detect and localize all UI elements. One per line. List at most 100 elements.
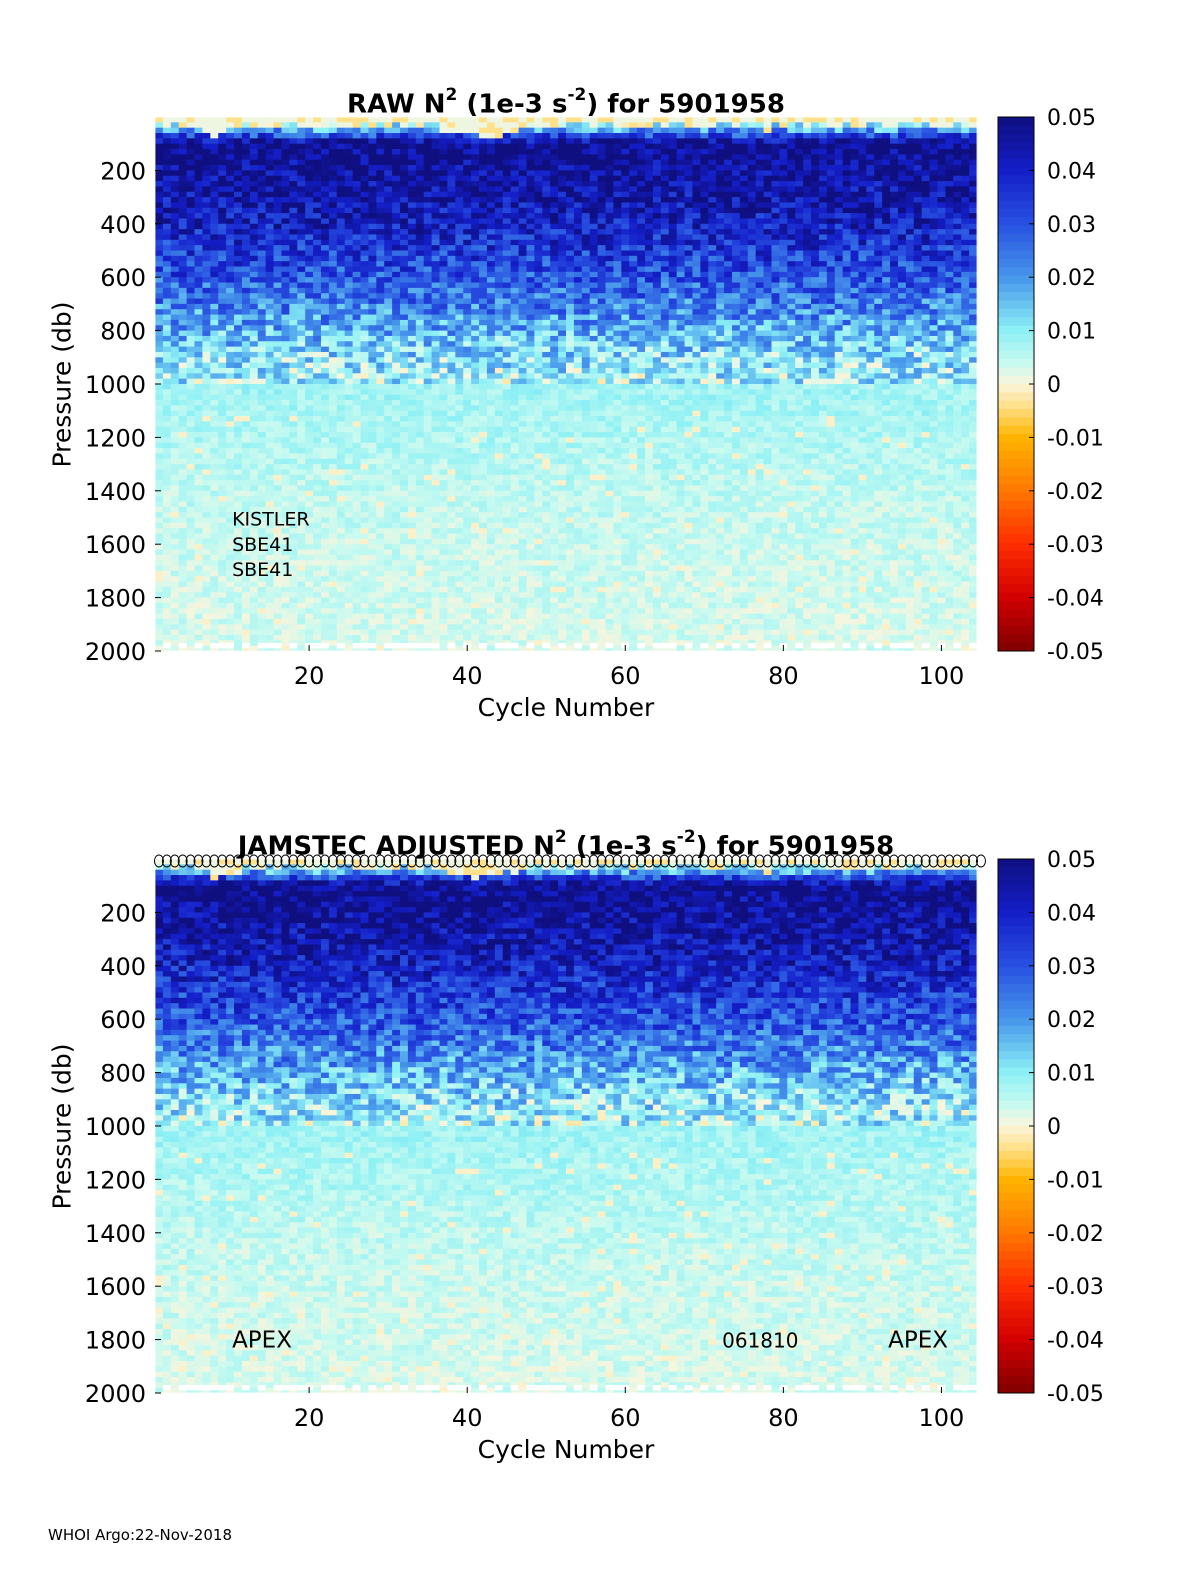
heatmap-cell (249, 223, 259, 230)
heatmap-cell (297, 255, 306, 262)
heatmap-cell (218, 303, 227, 310)
heatmap-cell (376, 245, 385, 251)
heatmap-cell (526, 122, 535, 129)
heatmap-cell (344, 133, 353, 139)
heatmap-cell (518, 261, 527, 267)
heatmap-cell (320, 570, 330, 577)
heatmap-cell (336, 149, 346, 155)
heatmap-cell (510, 293, 519, 299)
heatmap-cell (289, 357, 298, 364)
heatmap-cell (281, 469, 290, 476)
heatmap-cell (218, 458, 227, 465)
heatmap-cell (376, 122, 385, 129)
heatmap-cell (439, 538, 448, 545)
heatmap-cell (241, 533, 251, 540)
heatmap-cell (407, 410, 417, 417)
heatmap-cell (407, 325, 417, 331)
heatmap-cell (407, 506, 417, 513)
heatmap-cell (313, 293, 322, 299)
heatmap-cell (471, 581, 480, 588)
heatmap-cell (510, 538, 519, 545)
heatmap-cell (336, 421, 346, 428)
heatmap-cell (455, 314, 464, 321)
heatmap-cell (281, 271, 290, 278)
heatmap-cell (455, 421, 464, 428)
heatmap-cell (471, 133, 480, 139)
heatmap-cell (241, 629, 251, 636)
heatmap-cell (344, 197, 353, 203)
heatmap-cell (234, 490, 243, 497)
heatmap-cell (542, 255, 551, 262)
heatmap-cell (415, 149, 425, 155)
heatmap-cell (210, 592, 219, 598)
heatmap-cell (352, 335, 361, 342)
heatmap-cell (384, 554, 393, 561)
heatmap-cell (518, 490, 527, 497)
heatmap-cell (352, 213, 361, 219)
heatmap-cell (226, 282, 235, 289)
heatmap-cell (218, 314, 227, 321)
heatmap-cell (234, 303, 243, 310)
heatmap-cell (305, 538, 314, 545)
heatmap-cell (320, 293, 330, 299)
heatmap-cell (407, 432, 417, 438)
heatmap-cell (249, 453, 259, 460)
heatmap-cell (384, 506, 393, 513)
heatmap-cell (257, 634, 267, 641)
heatmap-cell (392, 560, 401, 566)
heatmap-cell (241, 207, 251, 214)
heatmap-cell (170, 367, 180, 374)
heatmap-cell (360, 245, 369, 251)
heatmap-cell (518, 122, 527, 129)
heatmap-cell (336, 362, 346, 369)
heatmap-cell (313, 549, 322, 556)
heatmap-cell (494, 245, 504, 251)
heatmap-cell (392, 405, 401, 412)
heatmap-cell (320, 565, 330, 572)
heatmap-cell (234, 512, 243, 518)
heatmap-cell (400, 175, 409, 182)
heatmap-cell (400, 378, 409, 385)
heatmap-cell (447, 266, 456, 273)
heatmap-cell (344, 538, 353, 545)
heatmap-cell (194, 367, 203, 374)
heatmap-cell (447, 645, 456, 652)
heatmap-cell (162, 496, 172, 502)
heatmap-cell (281, 458, 290, 465)
heatmap-cell (502, 618, 512, 625)
heatmap-cell (320, 634, 330, 641)
heatmap-cell (249, 426, 259, 433)
heatmap-cell (273, 325, 282, 331)
heatmap-cell (257, 202, 267, 209)
heatmap-cell (344, 138, 353, 145)
heatmap-cell (336, 191, 346, 198)
heatmap-cell (273, 181, 282, 187)
heatmap-cell (218, 181, 227, 187)
heatmap-cell (360, 560, 369, 566)
heatmap-cell (155, 335, 164, 342)
heatmap-cell (265, 309, 274, 315)
heatmap-cell (186, 389, 195, 396)
heatmap-cell (257, 325, 267, 331)
heatmap-cell (344, 293, 353, 299)
heatmap-cell (526, 223, 535, 230)
heatmap-cell (313, 645, 322, 652)
heatmap-cell (384, 175, 393, 182)
heatmap-cell (202, 480, 211, 486)
heatmap-cell (336, 512, 346, 518)
heatmap-cell (526, 410, 535, 417)
heatmap-cell (328, 239, 338, 246)
heatmap-cell (155, 618, 164, 625)
heatmap-cell (234, 384, 243, 390)
heatmap-cell (289, 346, 298, 353)
heatmap-cell (510, 490, 519, 497)
heatmap-cell (265, 448, 274, 454)
heatmap-cell (297, 207, 306, 214)
heatmap-cell (273, 464, 282, 470)
heatmap-cell (407, 293, 417, 299)
heatmap-cell (439, 384, 448, 390)
heatmap-cell (210, 533, 219, 540)
heatmap-cell (415, 154, 425, 161)
heatmap-cell (234, 117, 243, 123)
heatmap-cell (210, 517, 219, 524)
